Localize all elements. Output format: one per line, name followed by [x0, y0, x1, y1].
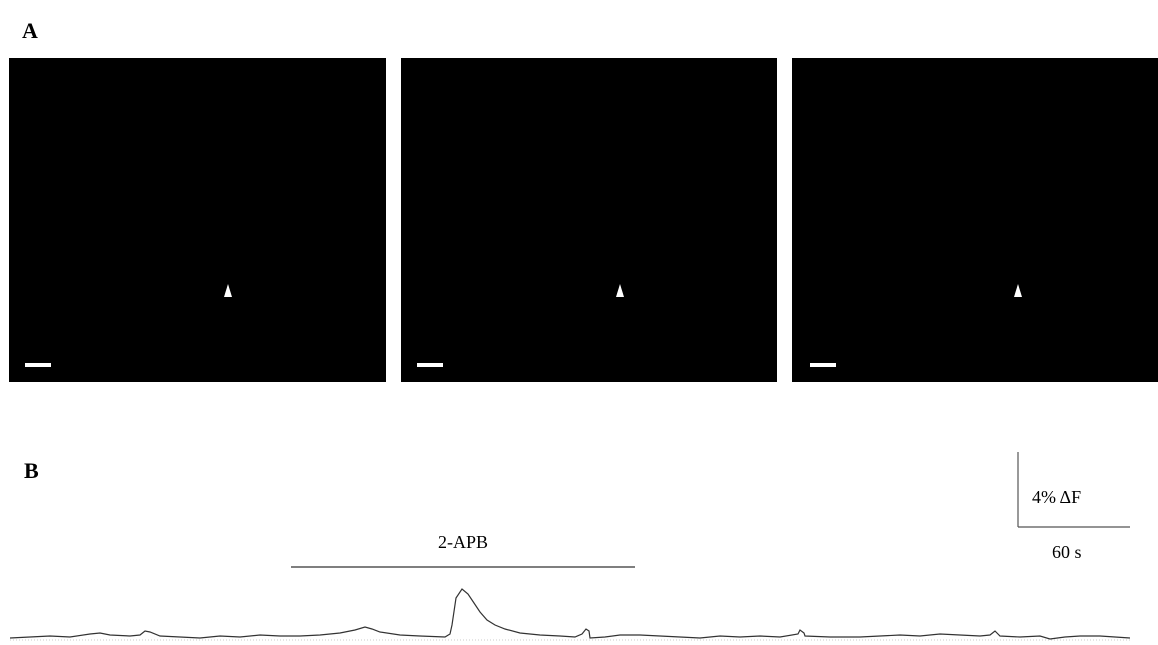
image-panel: [401, 58, 777, 382]
scale-x-label: 60 s: [1052, 542, 1082, 562]
figure: A B 4% ΔF 60 s 2-APB: [0, 0, 1158, 645]
drug-label: 2-APB: [438, 532, 488, 552]
panel-label: B: [24, 458, 39, 483]
image-panel: [792, 58, 1158, 382]
scale-y-label: 4% ΔF: [1032, 487, 1081, 507]
image-panel: [9, 58, 386, 382]
trace: [10, 589, 1130, 639]
panel-label: A: [22, 18, 38, 43]
